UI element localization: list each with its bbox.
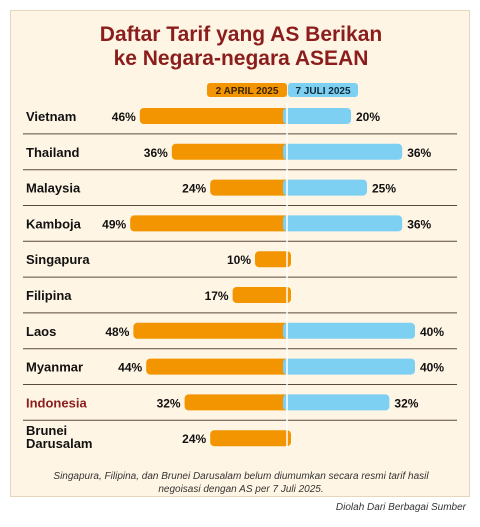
data-label-april: 10% xyxy=(227,253,251,267)
data-label-april: 24% xyxy=(182,432,206,446)
bar-april xyxy=(130,215,291,232)
bar-april xyxy=(255,251,291,268)
bar-april xyxy=(133,322,291,339)
footnote-line-2: negoisasi dengan AS per 7 Juli 2025. xyxy=(158,484,324,495)
category-label: Thailand xyxy=(26,145,80,160)
legend-swatch-juli xyxy=(288,83,358,97)
title-line-2: ke Negara-negara ASEAN xyxy=(113,47,369,70)
bar-juli xyxy=(283,108,351,124)
data-label-april: 46% xyxy=(112,110,136,124)
footnote-line-1: Singapura, Filipina, dan Brunei Darusala… xyxy=(53,471,429,482)
category-label: Indonesia xyxy=(26,395,87,410)
chart-svg: 2 APRIL 2025 7 JULI 2025 Vietnam 46% 20% Thai… xyxy=(23,83,457,451)
data-label-april: 48% xyxy=(105,325,129,339)
category-label: Myanmar xyxy=(26,360,83,375)
category-label: Brunei xyxy=(26,423,67,438)
bar-april xyxy=(146,358,291,375)
category-label: Filipina xyxy=(26,288,72,303)
bar-juli xyxy=(283,394,390,411)
source-credit: Diolah Dari Berbagai Sumber xyxy=(335,502,466,513)
category-label: Singapura xyxy=(26,252,90,267)
bar-april xyxy=(210,430,291,447)
data-label-april: 49% xyxy=(102,217,126,231)
data-label-juli: 36% xyxy=(407,217,431,231)
chart-title: Daftar Tarif yang AS Berikan ke Negara-n… xyxy=(11,23,471,71)
bar-juli xyxy=(283,179,367,196)
data-label-april: 36% xyxy=(144,146,168,160)
data-label-april: 44% xyxy=(118,361,142,375)
data-label-juli: 20% xyxy=(356,110,380,124)
bar-april xyxy=(232,287,291,303)
legend-label-april: 2 APRIL 2025 xyxy=(216,86,279,97)
category-label: Kamboja xyxy=(26,216,82,231)
bar-april xyxy=(171,143,291,160)
bar-juli xyxy=(283,215,403,232)
data-label-juli: 32% xyxy=(394,396,418,410)
data-label-juli: 36% xyxy=(407,146,431,160)
data-label-juli: 40% xyxy=(420,361,444,375)
bar-april xyxy=(184,394,291,411)
data-label-april: 32% xyxy=(157,396,181,410)
bar-juli xyxy=(283,358,415,375)
data-label-juli: 40% xyxy=(420,325,444,339)
data-label-juli: 25% xyxy=(372,182,396,196)
category-label: Darusalam xyxy=(26,436,92,451)
category-label: Malaysia xyxy=(26,181,81,196)
bar-april xyxy=(139,108,291,124)
bar-juli xyxy=(283,143,403,160)
chart-card: Daftar Tarif yang AS Berikan ke Negara-n… xyxy=(10,10,470,497)
category-label: Laos xyxy=(26,324,56,339)
data-label-april: 24% xyxy=(182,182,206,196)
bar-juli xyxy=(283,322,415,339)
data-label-april: 17% xyxy=(205,289,229,303)
category-label: Vietnam xyxy=(26,109,76,124)
footnote: Singapura, Filipina, dan Brunei Darusala… xyxy=(29,470,453,496)
legend-swatch-april xyxy=(207,83,287,97)
legend-label-juli: 7 JULI 2025 xyxy=(295,86,350,97)
title-line-1: Daftar Tarif yang AS Berikan xyxy=(99,23,383,46)
bar-april xyxy=(210,179,291,196)
